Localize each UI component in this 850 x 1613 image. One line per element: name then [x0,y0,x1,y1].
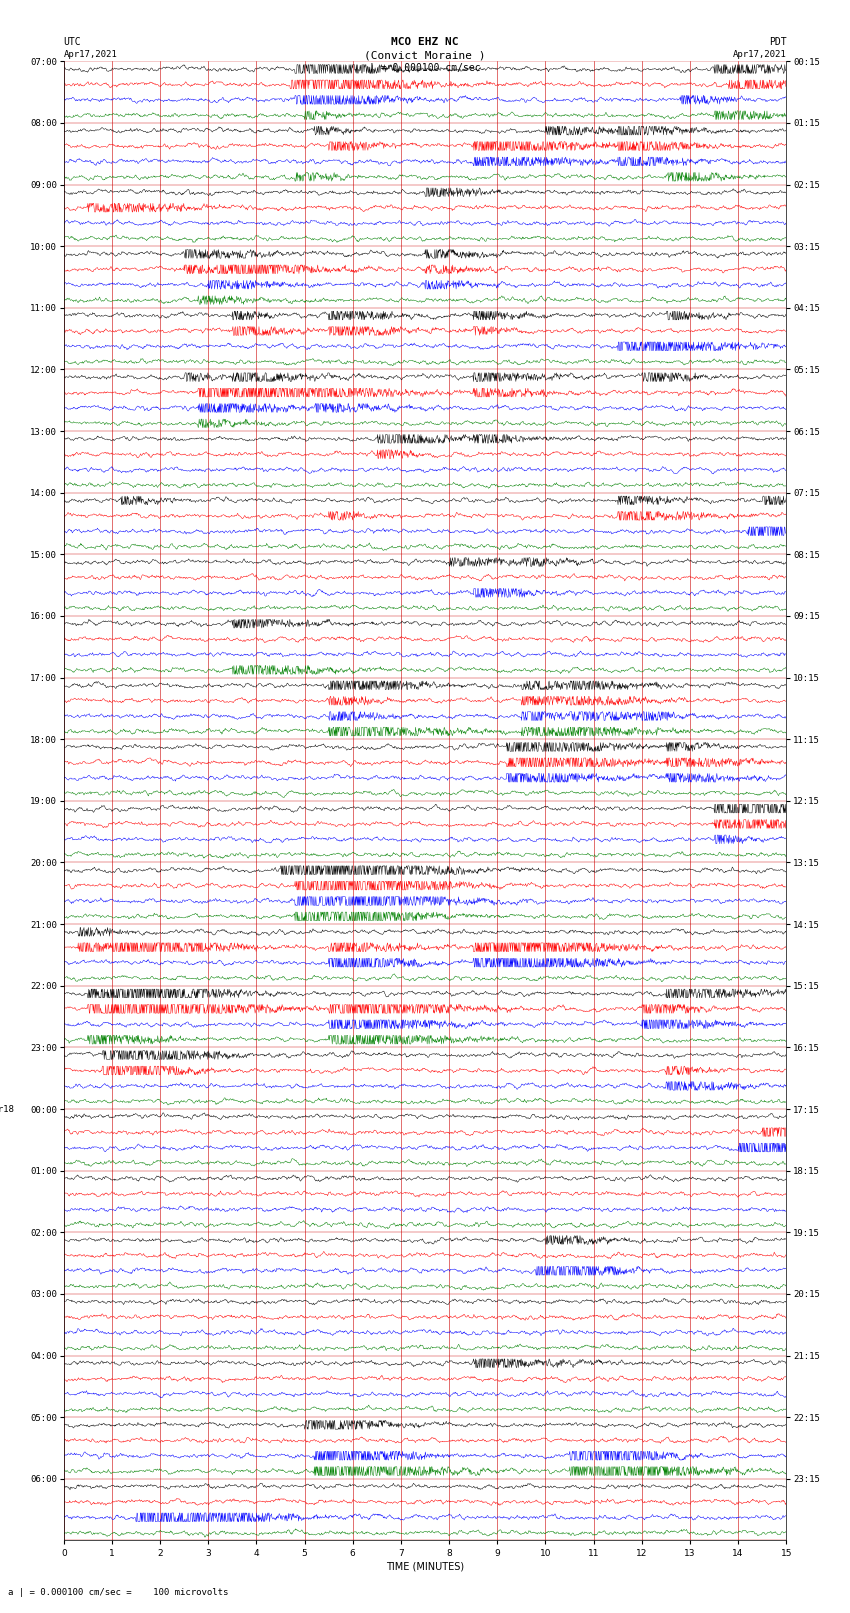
Text: | = 0.000100 cm/sec: | = 0.000100 cm/sec [369,63,481,74]
Text: UTC: UTC [64,37,82,47]
X-axis label: TIME (MINUTES): TIME (MINUTES) [386,1561,464,1571]
Text: PDT: PDT [768,37,786,47]
Text: Apr18: Apr18 [0,1105,14,1113]
Text: MCO EHZ NC: MCO EHZ NC [391,37,459,47]
Text: Apr17,2021: Apr17,2021 [733,50,786,60]
Text: (Convict Moraine ): (Convict Moraine ) [365,50,485,60]
Text: a | = 0.000100 cm/sec =    100 microvolts: a | = 0.000100 cm/sec = 100 microvolts [8,1587,229,1597]
Text: Apr17,2021: Apr17,2021 [64,50,117,60]
